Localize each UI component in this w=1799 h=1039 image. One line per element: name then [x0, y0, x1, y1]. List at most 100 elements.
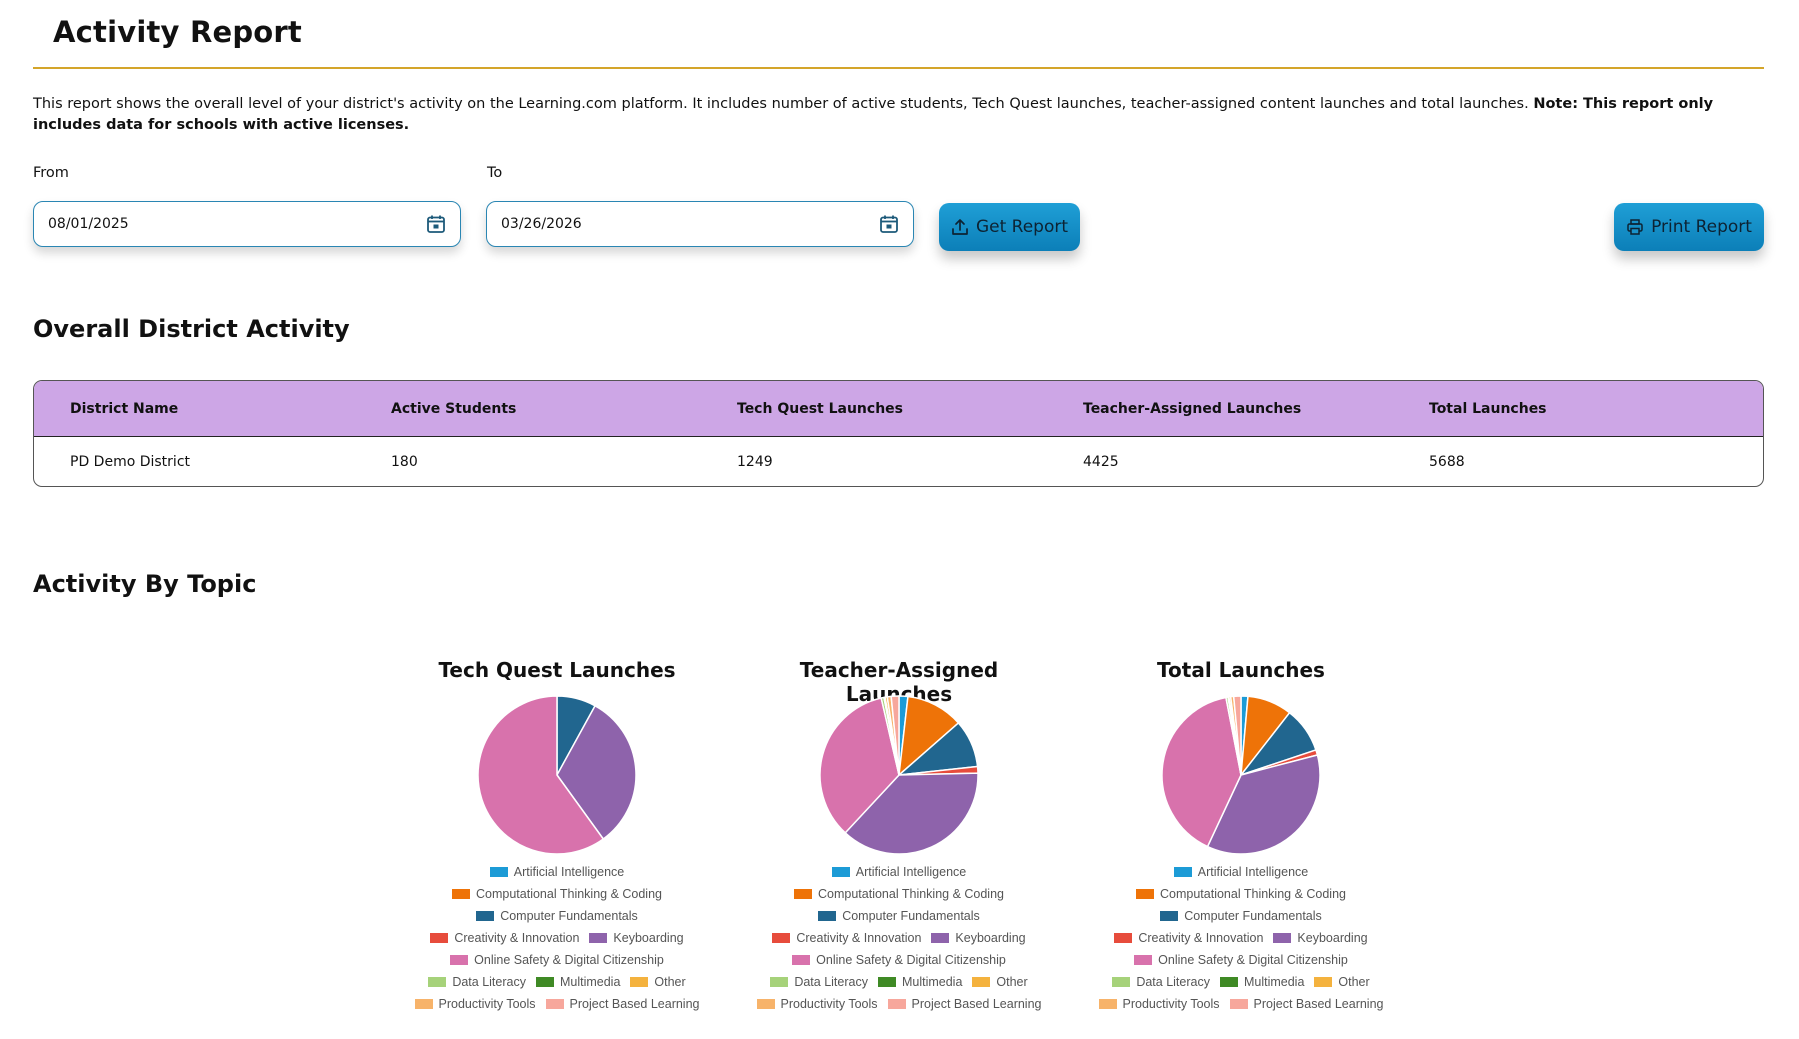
to-date-field[interactable]	[486, 201, 914, 247]
title-divider	[33, 67, 1764, 69]
legend-label: Other	[654, 975, 686, 989]
legend-item[interactable]: Creativity & Innovation	[772, 931, 921, 945]
legend-item[interactable]: Productivity Tools	[756, 997, 878, 1011]
from-date-field[interactable]	[33, 201, 461, 247]
pie-slice[interactable]	[1206, 754, 1321, 855]
get-report-button[interactable]: Get Report	[939, 203, 1080, 251]
legend-item[interactable]: Keyboarding	[1273, 931, 1368, 945]
legend-label: Computer Fundamentals	[1184, 909, 1322, 923]
legend-item[interactable]: Artificial Intelligence	[831, 865, 966, 879]
legend-item[interactable]: Creativity & Innovation	[430, 931, 579, 945]
legend-item[interactable]: Data Literacy	[1112, 975, 1210, 989]
legend-item[interactable]: Other	[630, 975, 686, 989]
legend-item[interactable]: Computer Fundamentals	[476, 909, 638, 923]
legend-row: Productivity Tools Project Based Learning	[1076, 996, 1406, 1012]
legend-row: Computer Fundamentals	[392, 908, 722, 924]
legend-item[interactable]: Productivity Tools	[1098, 997, 1220, 1011]
legend-swatch	[877, 977, 896, 987]
legend-item[interactable]: Computational Thinking & Coding	[794, 887, 1004, 901]
legend-swatch	[1114, 933, 1133, 943]
legend-label: Data Literacy	[452, 975, 526, 989]
legend-swatch	[831, 867, 850, 877]
legend-label: Other	[996, 975, 1028, 989]
legend-item[interactable]: Data Literacy	[770, 975, 868, 989]
table-cell: 4425	[1083, 454, 1119, 470]
legend-item[interactable]: Computational Thinking & Coding	[452, 887, 662, 901]
legend-swatch	[589, 933, 608, 943]
report-description: This report shows the overall level of y…	[33, 94, 1733, 136]
legend-item[interactable]: Project Based Learning	[887, 997, 1042, 1011]
legend-row: Computational Thinking & Coding	[734, 886, 1064, 902]
table-cell: 5688	[1429, 454, 1465, 470]
legend-swatch	[1134, 955, 1153, 965]
legend-label: Project Based Learning	[1253, 997, 1384, 1011]
district-activity-table: District Name Active Students Tech Quest…	[33, 380, 1764, 487]
legend-row: Computer Fundamentals	[734, 908, 1064, 924]
legend-row: Data Literacy Multimedia Other	[1076, 974, 1406, 990]
legend-swatch	[770, 977, 789, 987]
pie-slice[interactable]	[819, 697, 900, 834]
legend-item[interactable]: Computer Fundamentals	[1160, 909, 1322, 923]
print-report-button[interactable]: Print Report	[1614, 203, 1764, 251]
calendar-icon[interactable]	[879, 214, 899, 234]
legend-swatch	[450, 955, 469, 965]
chart-title: Total Launches	[1157, 658, 1325, 682]
legend-item[interactable]: Artificial Intelligence	[1173, 865, 1308, 879]
legend-swatch	[428, 977, 447, 987]
legend-swatch	[756, 999, 775, 1009]
legend-item[interactable]: Artificial Intelligence	[489, 865, 625, 879]
legend-item[interactable]: Multimedia	[535, 975, 620, 989]
legend-swatch	[414, 999, 433, 1009]
legend-swatch	[1136, 889, 1154, 899]
pie-slice[interactable]	[1161, 696, 1242, 848]
legend-item[interactable]: Keyboarding	[931, 931, 1026, 945]
column-header: District Name	[70, 401, 179, 417]
legend-label: Keyboarding	[955, 931, 1026, 945]
legend-label: Data Literacy	[1136, 975, 1210, 989]
legend-label: Artificial Intelligence	[513, 865, 625, 879]
legend-item[interactable]: Computational Thinking & Coding	[1136, 887, 1346, 901]
description-note: Note: This report only includes data for…	[33, 96, 1714, 133]
legend-label: Online Safety & Digital Citizenship	[816, 953, 1006, 967]
legend-item[interactable]: Multimedia	[1219, 975, 1304, 989]
pie-slice[interactable]	[844, 772, 979, 855]
legend-swatch	[772, 933, 791, 943]
legend-swatch	[430, 933, 449, 943]
legend-swatch	[818, 911, 837, 921]
legend-swatch	[1112, 977, 1131, 987]
topic-heading: Activity By Topic	[33, 570, 257, 598]
legend-swatch	[1314, 977, 1333, 987]
legend-item[interactable]: Online Safety & Digital Citizenship	[792, 953, 1006, 967]
pie-slice[interactable]	[1232, 695, 1242, 776]
legend-item[interactable]: Keyboarding	[589, 931, 684, 945]
legend-swatch	[931, 933, 950, 943]
legend-label: Project Based Learning	[911, 997, 1042, 1011]
pie-slice[interactable]	[556, 704, 637, 841]
legend-item[interactable]: Online Safety & Digital Citizenship	[1134, 953, 1348, 967]
legend-item[interactable]: Online Safety & Digital Citizenship	[450, 953, 664, 967]
calendar-icon[interactable]	[426, 214, 446, 234]
pie-slice[interactable]	[890, 695, 900, 776]
legend-item[interactable]: Project Based Learning	[545, 997, 700, 1011]
legend-item[interactable]: Data Literacy	[428, 975, 526, 989]
legend-item[interactable]: Project Based Learning	[1229, 997, 1384, 1011]
from-label: From	[33, 165, 69, 181]
legend-label: Productivity Tools	[1122, 997, 1220, 1011]
legend-swatch	[1219, 977, 1238, 987]
legend-item[interactable]: Other	[972, 975, 1028, 989]
to-date-input[interactable]	[501, 202, 861, 246]
pie-slice[interactable]	[477, 695, 605, 855]
legend-item[interactable]: Productivity Tools	[414, 997, 536, 1011]
legend-item[interactable]: Multimedia	[877, 975, 962, 989]
pie-chart	[1161, 695, 1321, 855]
from-date-input[interactable]	[48, 202, 408, 246]
legend-label: Creativity & Innovation	[454, 931, 580, 945]
legend-item[interactable]: Creativity & Innovation	[1114, 931, 1263, 945]
legend-row: Data Literacy Multimedia Other	[392, 974, 722, 990]
legend-label: Online Safety & Digital Citizenship	[1158, 953, 1348, 967]
legend-swatch	[545, 999, 564, 1009]
legend-row: Creativity & Innovation Keyboarding	[734, 930, 1064, 946]
legend-item[interactable]: Other	[1314, 975, 1370, 989]
legend-item[interactable]: Computer Fundamentals	[818, 909, 980, 923]
legend-swatch	[535, 977, 554, 987]
